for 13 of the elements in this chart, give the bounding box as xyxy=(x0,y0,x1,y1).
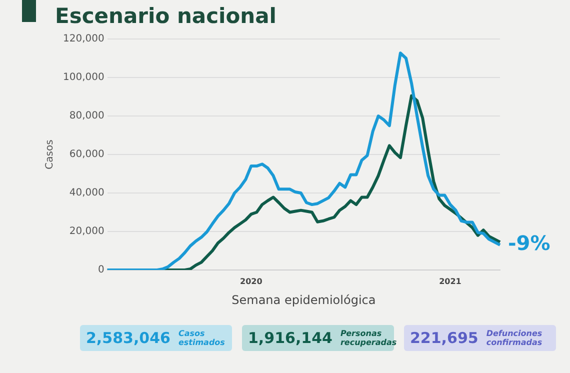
text: -9% xyxy=(508,231,550,256)
y-tick-label: 80,000 xyxy=(69,110,104,122)
x-axis-title: Semana epidemiológica xyxy=(232,292,376,307)
x-tick-label: 2021 xyxy=(439,276,462,286)
x-tick-label: 2020 xyxy=(240,276,263,286)
chart-title: Escenario nacional xyxy=(55,4,276,28)
y-axis-title: Casos xyxy=(44,140,56,170)
y-tick-label: 60,000 xyxy=(69,149,104,160)
y-tick-label: 20,000 xyxy=(69,226,104,238)
y-tick-label: 100,000 xyxy=(62,72,104,84)
y-tick-label: 40,000 xyxy=(69,188,104,199)
y-tick-label: 0 xyxy=(98,264,104,276)
y-tick-label: 120,000 xyxy=(62,34,104,45)
